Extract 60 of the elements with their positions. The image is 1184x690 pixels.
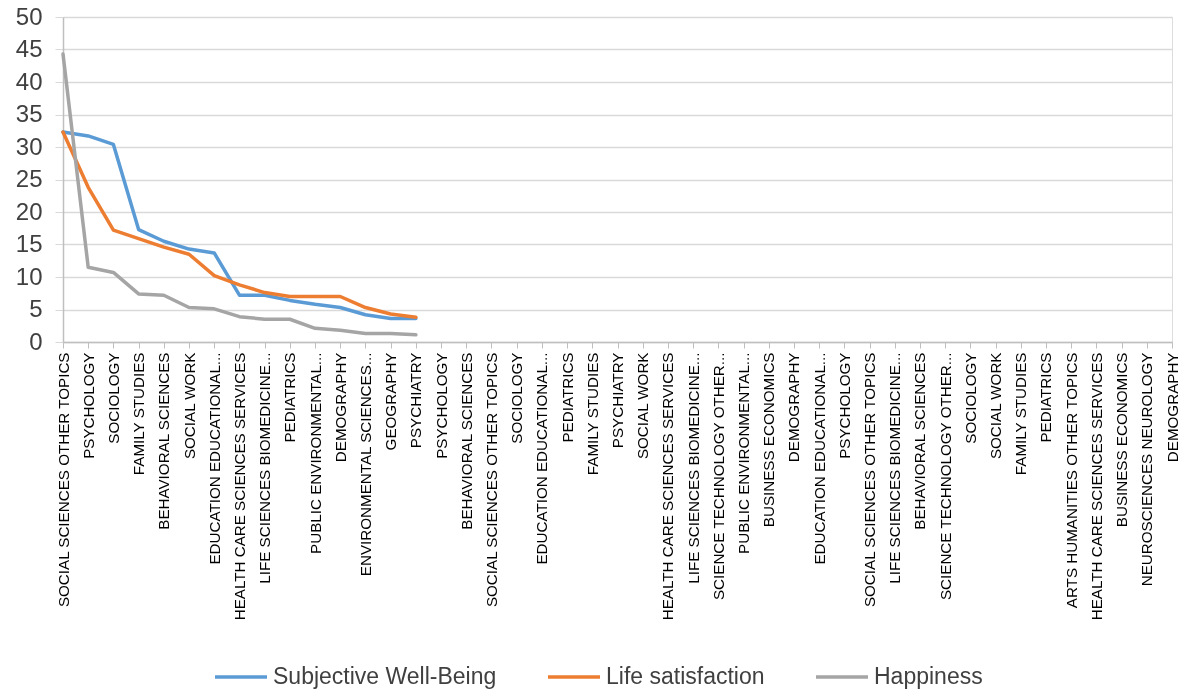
x-tick-label: PUBLIC ENVIRONMENTAL... — [306, 352, 324, 554]
x-tick-label: ENVIRONMENTAL SCIENCES... — [356, 352, 374, 577]
x-tick-label: SCIENCE TECHNOLOGY OTHER... — [936, 352, 954, 601]
x-tick-label: LIFE SCIENCES BIOMEDICINE... — [684, 352, 702, 584]
y-tick-label: 20 — [15, 197, 43, 225]
x-tick-label: DEMOGRAPHY — [331, 352, 349, 463]
x-tick-label: SOCIOLOGY — [508, 352, 526, 444]
x-tick-label: SOCIOLOGY — [961, 352, 979, 444]
x-tick-label: PSYCHOLOGY — [79, 352, 97, 459]
x-tick-label: SOCIAL SCIENCES OTHER TOPICS — [482, 352, 500, 608]
x-tick-label: BEHAVIORAL SCIENCES — [155, 352, 173, 530]
x-tick-label: PUBLIC ENVIRONMENTAL... — [735, 352, 753, 554]
x-tick-label: DEMOGRAPHY — [785, 352, 803, 463]
x-tick-label: SOCIAL WORK — [634, 352, 652, 460]
x-tick-label: HEALTH CARE SCIENCES SERVICES — [659, 352, 677, 621]
x-tick-label: PSYCHIATRY — [609, 352, 626, 449]
x-tick-label: FAMILY STUDIES — [1012, 352, 1030, 476]
legend-label: Happiness — [874, 663, 983, 689]
x-tick-label: PSYCHOLOGY — [835, 352, 853, 459]
x-tick-label: EDUCATION EDUCATIONAL... — [810, 352, 828, 565]
y-tick-label: 30 — [15, 132, 43, 160]
x-tick-label: EDUCATION EDUCATIONAL... — [205, 352, 223, 565]
x-tick-label: PEDIATRICS — [558, 352, 576, 443]
x-tick-label: BEHAVIORAL SCIENCES — [457, 352, 475, 530]
y-tick-label: 25 — [15, 165, 43, 192]
x-tick-label: SOCIOLOGY — [104, 352, 122, 444]
x-tick-label: SCIENCE TECHNOLOGY OTHER... — [709, 352, 727, 601]
y-tick-label: 50 — [15, 2, 43, 30]
x-tick-label: SOCIAL WORK — [180, 352, 198, 460]
y-tick-label: 35 — [15, 100, 43, 127]
legend-label: Life satisfaction — [606, 663, 765, 689]
x-tick-label: FAMILY STUDIES — [130, 352, 148, 476]
x-tick-label: HEALTH CARE SCIENCES SERVICES — [230, 352, 248, 621]
x-tick-label: LIFE SCIENCES BIOMEDICINE... — [256, 352, 274, 584]
x-tick-label: LIFE SCIENCES BIOMEDICINE... — [886, 352, 904, 584]
x-tick-label: SOCIAL WORK — [987, 352, 1005, 460]
x-tick-label: SOCIAL SCIENCES OTHER TOPICS — [54, 352, 72, 608]
y-tick-label: 15 — [15, 230, 43, 257]
y-tick-label: 40 — [15, 67, 43, 95]
x-tick-label: BEHAVIORAL SCIENCES — [911, 352, 929, 530]
x-tick-label: ARTS HUMANITIES OTHER TOPICS — [1062, 352, 1080, 609]
x-tick-label: PSYCHOLOGY — [432, 352, 450, 459]
x-tick-label: SOCIAL SCIENCES OTHER TOPICS — [861, 352, 879, 608]
x-tick-label: PEDIATRICS — [1037, 352, 1055, 443]
x-tick-label: EDUCATION EDUCATIONAL... — [533, 352, 551, 565]
line-series — [61, 52, 418, 337]
legend-label: Subjective Well-Being — [273, 663, 497, 689]
x-tick-label: GEOGRAPHY — [382, 352, 400, 451]
x-tick-label: PEDIATRICS — [281, 352, 299, 443]
y-tick-label: 10 — [15, 262, 43, 290]
x-tick-label: PSYCHIATRY — [407, 352, 425, 449]
x-tick-label: FAMILY STUDIES — [583, 352, 601, 476]
x-tick-label: HEALTH CARE SCIENCES SERVICES — [1087, 352, 1105, 621]
x-tick-label: DEMOGRAPHY — [1163, 352, 1181, 463]
x-tick-label: NEUROSCIENCES NEUROLOGY — [1138, 352, 1156, 587]
y-tick-label: 5 — [29, 295, 43, 322]
y-tick-label: 45 — [15, 35, 43, 62]
x-tick-label: BUSINESS ECONOMICS — [1113, 352, 1131, 528]
y-tick-label: 0 — [29, 327, 43, 355]
x-tick-label: BUSINESS ECONOMICS — [760, 352, 778, 528]
